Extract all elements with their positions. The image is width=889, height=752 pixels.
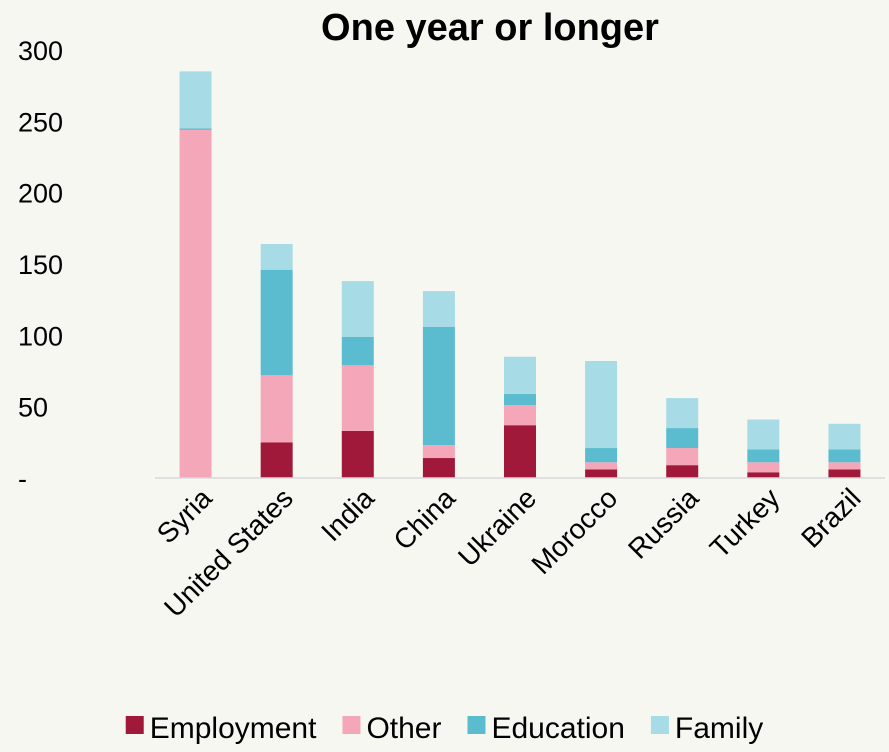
x-tick-label: Turkey xyxy=(704,482,786,564)
legend-swatch xyxy=(650,716,669,734)
bar-segment xyxy=(260,442,293,478)
bar-segment xyxy=(828,469,861,478)
bar-segment xyxy=(179,128,212,130)
y-tick-label: 250 xyxy=(18,107,63,137)
y-tick-label: 200 xyxy=(18,179,63,209)
legend-label: Education xyxy=(491,712,624,745)
legend-label: Family xyxy=(675,712,763,745)
bar-segment xyxy=(666,448,699,466)
bar-segment xyxy=(504,425,536,478)
bar-segment xyxy=(422,326,455,446)
bar-segment xyxy=(666,465,699,478)
y-axis-ticks: - 50 100 150 200 250 300 xyxy=(18,36,63,494)
bar-segment xyxy=(504,405,536,426)
y-tick-label: 100 xyxy=(18,321,63,351)
x-tick-label: India xyxy=(315,482,380,547)
bar-segment xyxy=(747,472,780,478)
bar-segment xyxy=(422,291,455,327)
bar-segment xyxy=(341,281,374,337)
x-tick-label: China xyxy=(387,482,461,556)
bar-segment xyxy=(585,361,618,449)
y-tick-label: 150 xyxy=(18,250,63,280)
x-tick-label: Morocco xyxy=(526,482,624,580)
legend-label: Employment xyxy=(150,712,317,745)
bar-segment xyxy=(828,462,861,470)
bar-segment xyxy=(179,71,212,129)
y-tick-label: 50 xyxy=(18,393,48,423)
bar-segment xyxy=(666,428,699,449)
bar-segment xyxy=(260,269,293,376)
x-tick-label: Brazil xyxy=(795,482,866,553)
bar-segment xyxy=(422,458,455,478)
y-tick-label: 300 xyxy=(18,36,63,66)
legend-swatch xyxy=(342,716,361,734)
bar-segment xyxy=(585,448,618,463)
legend-swatch xyxy=(125,716,144,734)
bar-segment xyxy=(179,129,212,479)
legend: Employment Other Education Family xyxy=(125,712,763,745)
chart-title: One year or longer xyxy=(321,7,659,49)
bar-segment xyxy=(341,430,374,478)
bar-segment xyxy=(747,462,780,473)
bar-segment xyxy=(341,365,374,431)
bar-segment xyxy=(747,449,780,463)
x-tick-label: Syria xyxy=(151,482,218,549)
bar-segment xyxy=(585,469,618,478)
bar-segment xyxy=(260,244,293,270)
bar-segment xyxy=(422,445,455,459)
x-tick-label: Russia xyxy=(622,482,705,565)
bar-segment xyxy=(260,375,293,443)
bar-segment xyxy=(504,393,536,406)
bar-segment xyxy=(828,449,861,463)
y-tick-label: - xyxy=(18,464,27,494)
legend-label: Other xyxy=(366,712,441,745)
legend-swatch xyxy=(467,716,486,734)
bar-segment xyxy=(747,419,780,450)
bars xyxy=(179,71,861,479)
bar-segment xyxy=(341,336,374,366)
bar-segment xyxy=(666,398,699,429)
bar-segment xyxy=(504,356,536,394)
bar-segment xyxy=(828,423,861,450)
bar-segment xyxy=(585,462,618,470)
